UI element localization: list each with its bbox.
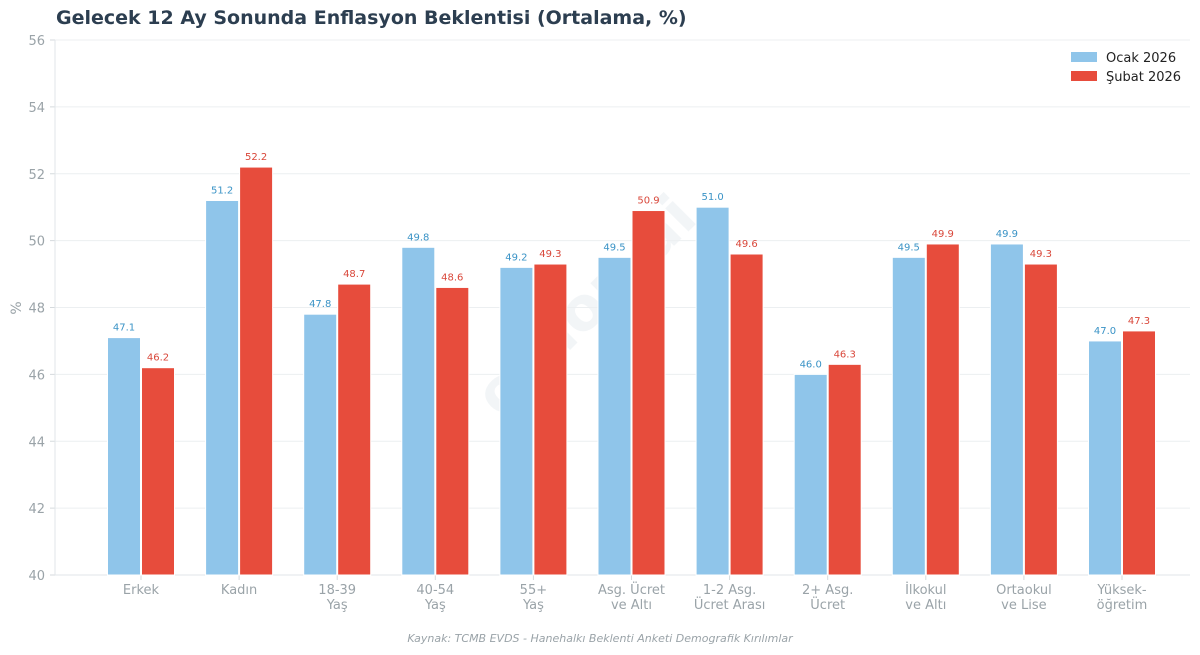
data-label: 47.3	[1128, 316, 1150, 327]
bar	[597, 256, 632, 576]
bar	[499, 266, 534, 576]
bar	[337, 283, 372, 576]
bar	[303, 313, 338, 576]
data-label: 52.2	[245, 152, 267, 163]
x-tick-label: 18-39 Yaş	[318, 583, 356, 613]
data-label: 49.6	[735, 239, 757, 250]
data-label: 47.0	[1094, 326, 1116, 337]
data-label: 48.6	[441, 272, 463, 283]
x-tick-label: Yüksek-öğretim	[1096, 583, 1147, 613]
bar	[891, 256, 926, 576]
y-tick-label: 52	[28, 168, 45, 183]
y-tick-label: 54	[28, 101, 45, 116]
data-labels: 47.1 46.2 51.2 52.2 47.8 48.7 49.8 48.6 49.2 49.3…	[113, 152, 1150, 370]
legend-label: Ocak 2026	[1106, 51, 1176, 66]
bar	[1023, 263, 1058, 576]
x-tick-labels: Erkek Kadın 18-39 Yaş 40-54 Yaş 55+ Yaş Asg. Ücr…	[123, 581, 1147, 613]
x-tick-label: Erkek	[123, 583, 160, 598]
bar	[401, 246, 436, 576]
y-tick-label: 56	[28, 34, 45, 49]
bar	[827, 363, 862, 576]
x-tick-label: 55+ Yaş	[520, 583, 547, 613]
x-tick-label: Ortaokul ve Lise	[996, 583, 1052, 613]
bar	[793, 373, 828, 576]
y-tick-label: 40	[28, 569, 45, 584]
legend-swatch	[1071, 52, 1097, 62]
bar	[729, 253, 764, 576]
data-label: 50.9	[637, 196, 659, 207]
bar	[989, 243, 1024, 576]
data-label: 49.3	[1030, 249, 1052, 260]
x-tick-label: 40-54 Yaş	[416, 583, 454, 613]
bars	[107, 166, 1156, 576]
legend-label: Şubat 2026	[1106, 70, 1181, 85]
legend: Ocak 2026 Şubat 2026	[1071, 51, 1181, 85]
y-tick-label: 50	[28, 235, 45, 250]
legend-swatch	[1071, 71, 1097, 81]
data-label: 51.2	[211, 186, 233, 197]
data-label: 49.3	[539, 249, 561, 260]
data-label: 47.1	[113, 323, 135, 334]
bar	[925, 243, 960, 576]
bar	[239, 166, 274, 576]
bar	[205, 200, 240, 576]
watermark: orhon.ai	[462, 182, 710, 430]
y-tick-label: 42	[28, 502, 45, 517]
data-label: 49.5	[898, 242, 920, 253]
source-note: Kaynak: TCMB EVDS - Hanehalkı Beklenti A…	[407, 632, 794, 645]
y-axis-label: %	[9, 301, 25, 314]
bar	[1088, 340, 1122, 576]
data-label: 51.0	[701, 192, 723, 203]
data-label: 49.9	[932, 229, 954, 240]
data-label: 49.9	[996, 229, 1018, 240]
y-tick-label: 48	[28, 302, 45, 317]
data-label: 47.8	[309, 299, 331, 310]
data-label: 49.5	[603, 242, 625, 253]
data-label: 49.8	[407, 232, 429, 243]
bar	[141, 367, 175, 576]
bar	[695, 206, 730, 576]
bar	[107, 337, 141, 576]
y-tick-label: 46	[28, 368, 45, 383]
bar	[435, 286, 470, 576]
data-label: 49.2	[505, 252, 527, 263]
data-label: 48.7	[343, 269, 365, 280]
x-tick-label: Kadın	[221, 583, 257, 598]
data-label: 46.2	[147, 353, 169, 364]
y-tick-label: 44	[28, 435, 45, 450]
bar	[1122, 330, 1156, 576]
chart-title: Gelecek 12 Ay Sonunda Enflasyon Beklenti…	[56, 7, 687, 29]
x-tick-label: Asg. Ücret ve Altı	[598, 581, 665, 613]
data-label: 46.0	[800, 359, 822, 370]
data-label: 46.3	[834, 349, 856, 360]
bar	[533, 263, 568, 576]
x-tick-label: 2+ Asg. Ücret	[802, 583, 853, 613]
x-tick-label: İlkokul ve Altı	[905, 582, 946, 613]
x-tick-label: 1-2 Asg. Ücret Arası	[694, 583, 766, 613]
bar	[631, 210, 666, 576]
